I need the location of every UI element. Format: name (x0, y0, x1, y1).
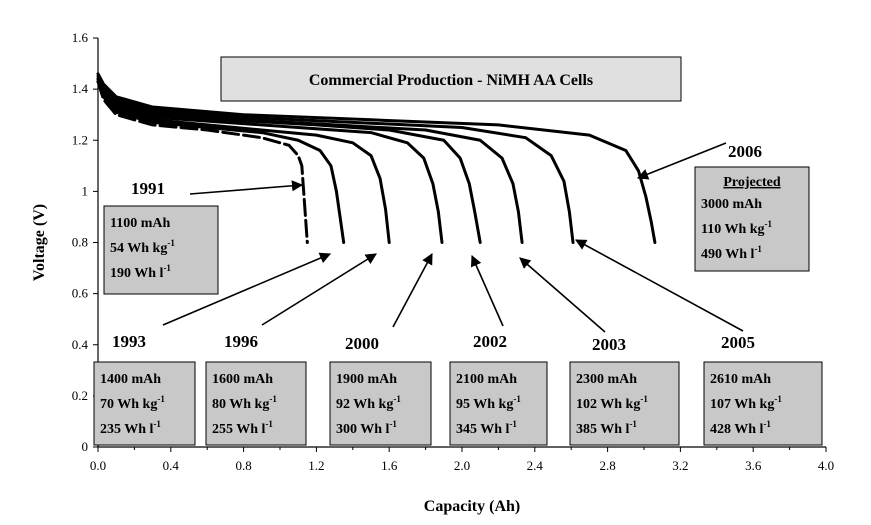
y-tick-label: 0.4 (72, 337, 89, 352)
year-label-2006: 2006 (728, 142, 762, 161)
spec-box-line: 190 Wh l-1 (110, 263, 171, 281)
x-tick-label: 2.0 (454, 458, 470, 473)
year-label-2005: 2005 (721, 333, 755, 352)
spec-box-line: 385 Wh l-1 (576, 419, 637, 437)
spec-box-line: 70 Wh kg-1 (100, 394, 165, 412)
series-line-2006 (96, 72, 657, 244)
spec-box-line: 1100 mAh (110, 216, 171, 231)
spec-box-line: 235 Wh l-1 (100, 419, 161, 437)
spec-box-line: 490 Wh l-1 (701, 244, 762, 262)
y-tick-label: 1 (82, 183, 89, 198)
spec-box-1996 (205, 361, 307, 446)
arrow-2003 (519, 257, 606, 333)
spec-box-line: 95 Wh kg-1 (456, 394, 521, 412)
arrow-2005 (575, 239, 744, 332)
spec-box-line: 54 Wh kg-1 (110, 238, 175, 256)
year-label-2003: 2003 (592, 335, 626, 354)
spec-box-heading: Projected (723, 175, 780, 190)
arrow-1991 (189, 180, 304, 195)
spec-box-line: 300 Wh l-1 (336, 419, 397, 437)
spec-box-line: 428 Wh l-1 (710, 419, 771, 437)
spec-box-2006 (694, 166, 810, 272)
spec-box-2002 (449, 361, 548, 446)
x-tick-label: 0.0 (90, 458, 106, 473)
spec-box-line: 1600 mAh (212, 372, 273, 387)
x-tick-label: 0.8 (235, 458, 251, 473)
series-line-2002 (96, 77, 482, 244)
spec-box-2005 (703, 361, 823, 446)
arrow-1993 (162, 252, 332, 326)
spec-box-line: 2100 mAh (456, 372, 517, 387)
x-tick-label: 3.2 (672, 458, 688, 473)
spec-box-line: 1400 mAh (100, 372, 161, 387)
y-tick-label: 1.2 (72, 132, 88, 147)
y-tick-label: 1.6 (72, 30, 89, 45)
arrow-2006 (636, 142, 727, 180)
arrow-2000 (392, 253, 433, 328)
y-tick-label: 0 (82, 439, 89, 454)
series-line-2000 (96, 79, 444, 244)
spec-box-line: 3000 mAh (701, 197, 762, 212)
year-label-1991: 1991 (131, 179, 165, 198)
arrow-2002 (470, 254, 504, 327)
y-axis-title: Voltage (V) (31, 204, 48, 281)
x-tick-label: 4.0 (818, 458, 834, 473)
y-tick-label: 0.2 (72, 388, 88, 403)
y-tick-label: 0.8 (72, 235, 88, 250)
series-line-1993 (96, 79, 346, 244)
title-box (220, 56, 682, 102)
spec-box-line: 2300 mAh (576, 372, 637, 387)
chart-title: Commercial Production - NiMH AA Cells (309, 72, 593, 89)
x-tick-label: 2.8 (599, 458, 615, 473)
y-tick-label: 1.4 (72, 81, 89, 96)
spec-box-line: 80 Wh kg-1 (212, 394, 277, 412)
series-line-2005 (96, 74, 575, 244)
x-tick-label: 1.2 (308, 458, 324, 473)
series-line-1991 (96, 79, 309, 244)
series-line-1996 (96, 79, 391, 244)
year-label-1996: 1996 (224, 332, 258, 351)
spec-box-line: 110 Wh kg-1 (701, 219, 773, 237)
x-tick-label: 3.6 (745, 458, 762, 473)
arrow-1996 (261, 253, 377, 326)
spec-box-line: 345 Wh l-1 (456, 419, 517, 437)
spec-box-line: 107 Wh kg-1 (710, 394, 782, 412)
y-tick-label: 0.6 (72, 286, 89, 301)
spec-box-1993 (93, 361, 196, 446)
plot-layer: 0.0 0.4 0.8 1.2 1.6 2.0 2.4 2.8 3.2 3.6 4.0 0 0.2 0.4… (31, 30, 834, 515)
x-axis-title: Capacity (Ah) (424, 498, 520, 515)
spec-box-line: 92 Wh kg-1 (336, 394, 401, 412)
year-label-1993: 1993 (112, 332, 146, 351)
spec-box-2000 (329, 361, 432, 446)
spec-box-line: 255 Wh l-1 (212, 419, 273, 437)
x-tick-label: 2.4 (527, 458, 544, 473)
year-label-2002: 2002 (473, 332, 507, 351)
spec-box-2003 (569, 361, 680, 446)
year-label-2000: 2000 (345, 334, 379, 353)
spec-box-line: 102 Wh kg-1 (576, 394, 648, 412)
x-tick-label: 1.6 (381, 458, 398, 473)
x-tick-label: 0.4 (163, 458, 180, 473)
series-line-2003 (96, 77, 524, 244)
spec-box-line: 1900 mAh (336, 372, 397, 387)
spec-box-line: 2610 mAh (710, 372, 771, 387)
spec-box-1991 (103, 205, 219, 295)
